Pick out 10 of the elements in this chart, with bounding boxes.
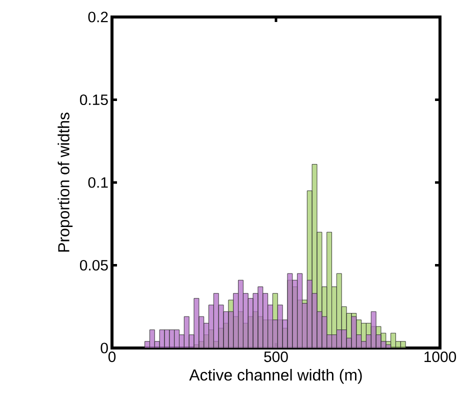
x-tick-label: 0: [108, 352, 116, 362]
x-tick-label: 1000: [424, 352, 456, 362]
y-tick-label: 0: [100, 342, 108, 354]
x-axis-title: Active channel width (m): [189, 368, 362, 384]
y-tick-label: 0.1: [88, 177, 108, 188]
y-axis-title: Proportion of widths: [58, 112, 73, 252]
x-tick-label: 500: [264, 352, 288, 362]
y-tick-label: 0.05: [80, 260, 108, 271]
y-tick-label: 0.2: [88, 12, 108, 22]
y-tick-label: 0.15: [80, 94, 108, 106]
